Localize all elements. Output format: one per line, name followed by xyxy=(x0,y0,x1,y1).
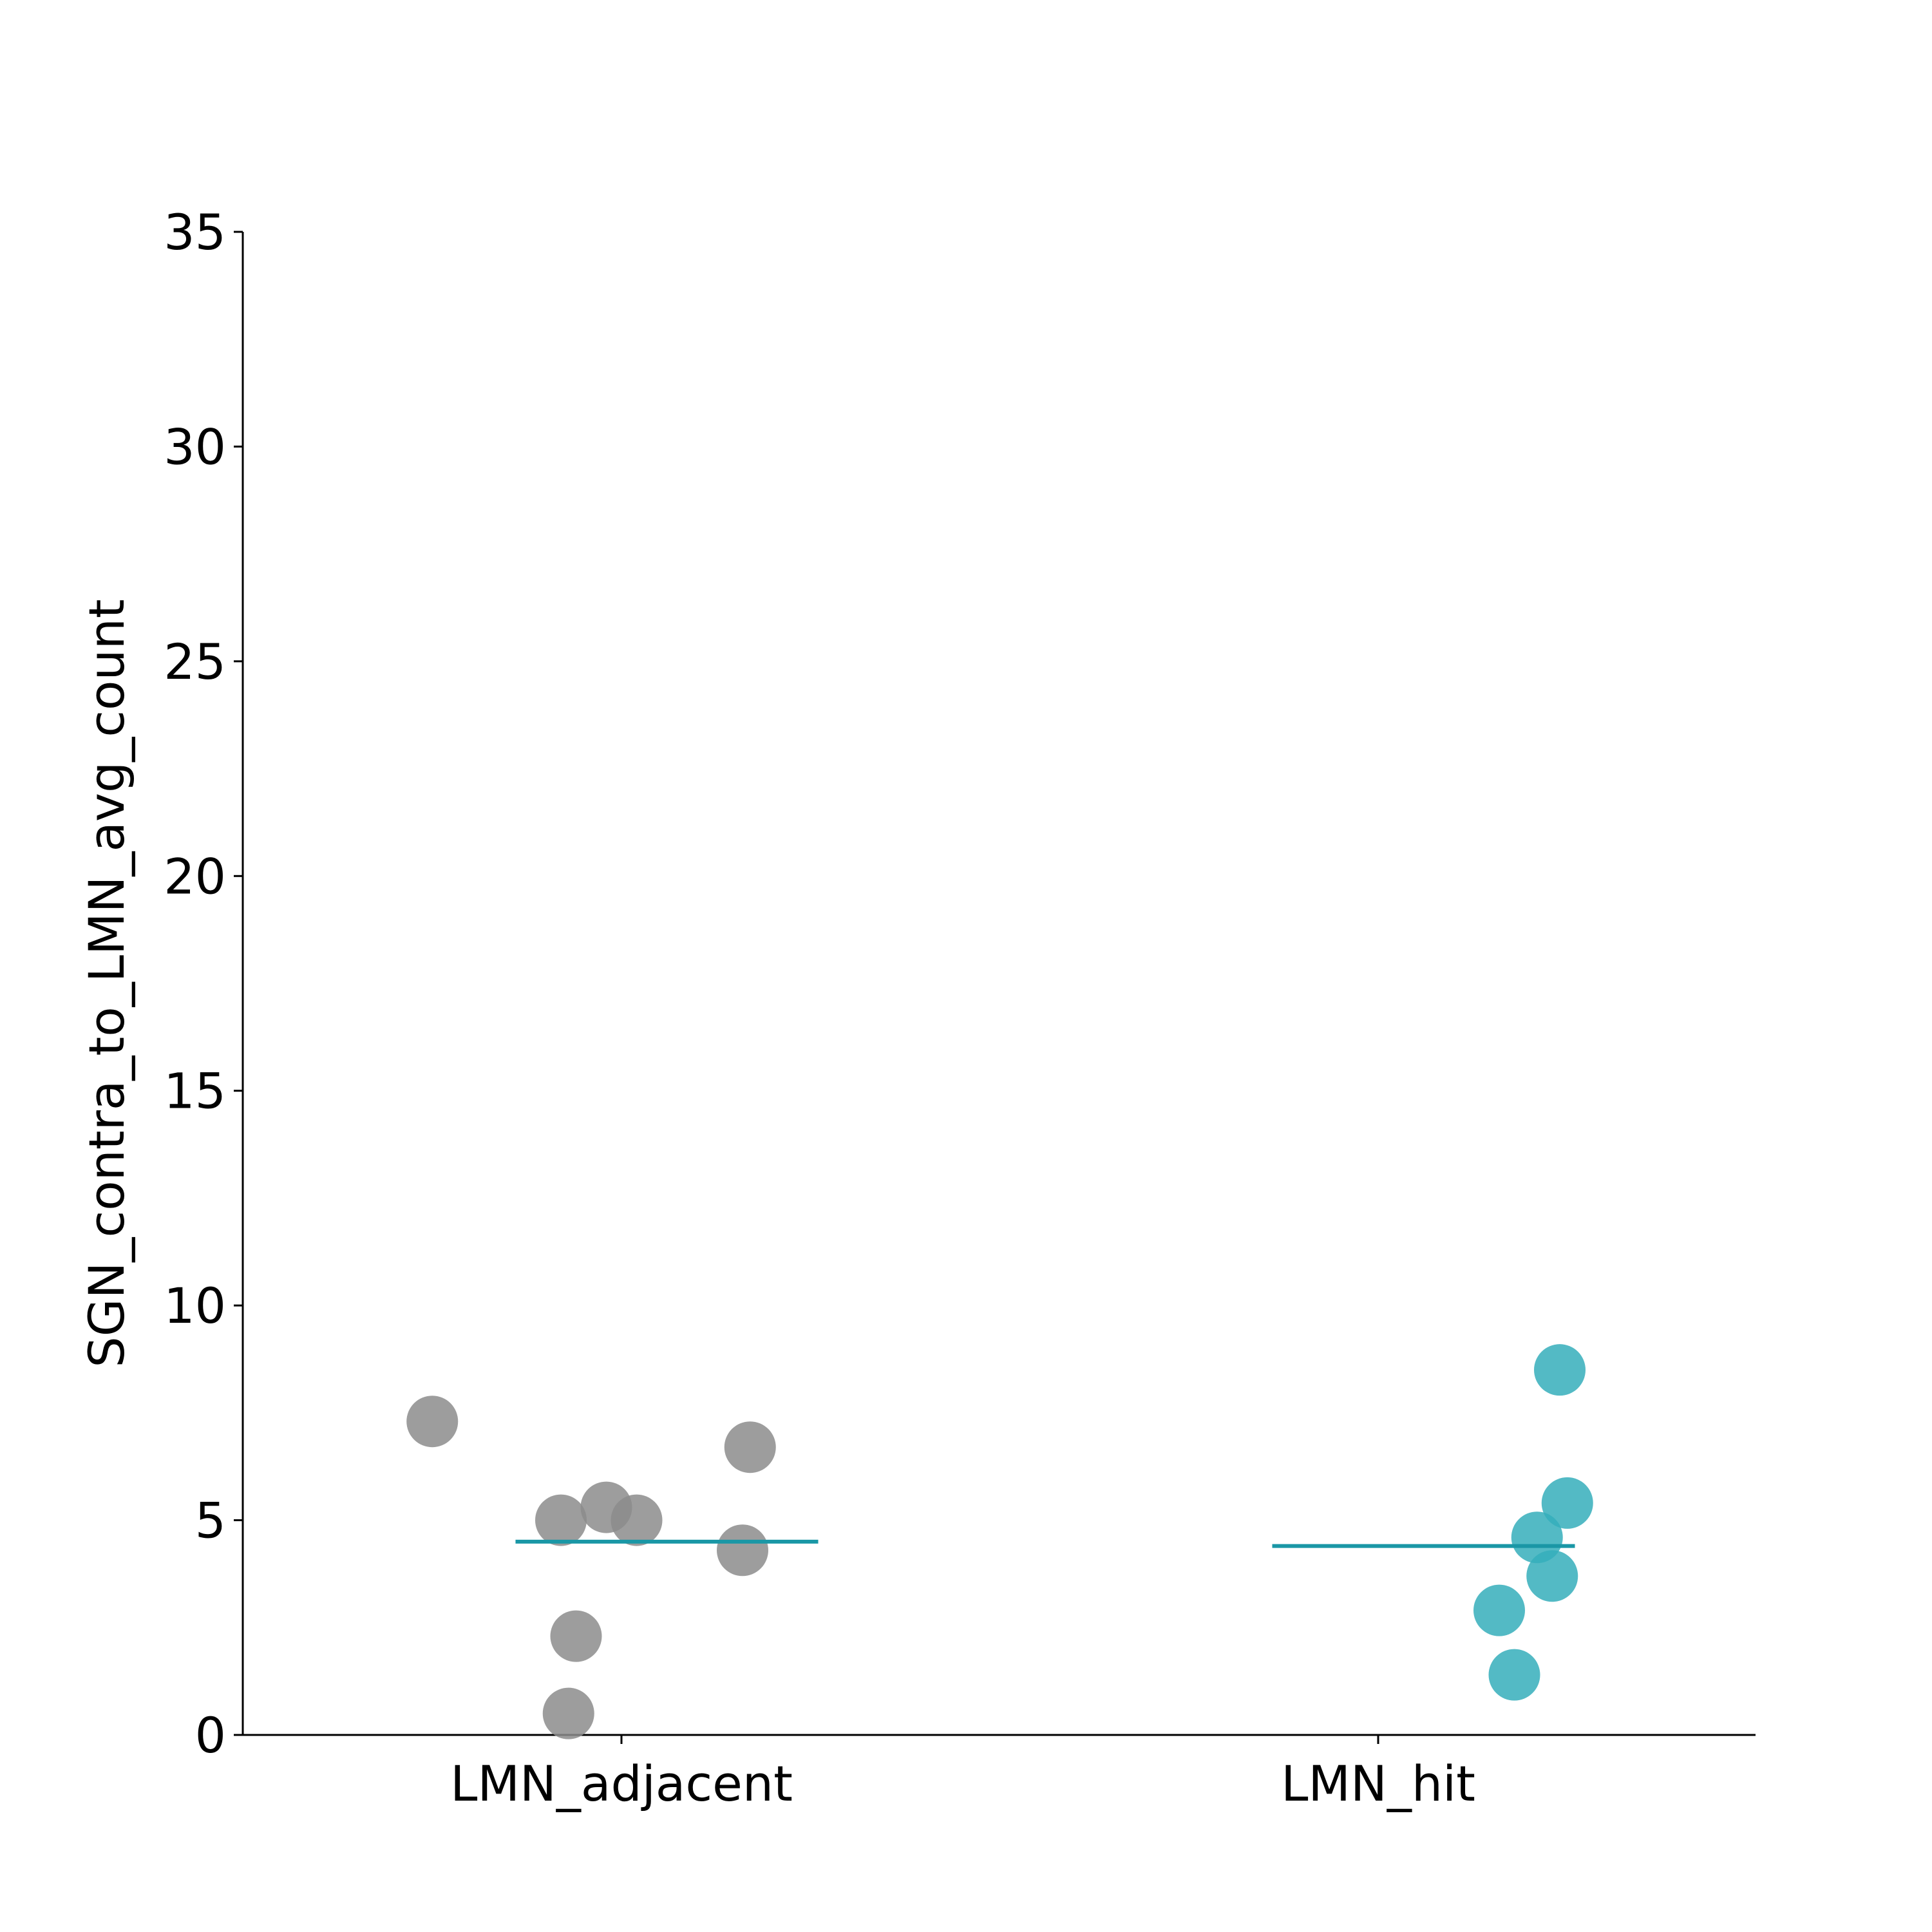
data-point xyxy=(550,1610,602,1662)
x-ticks: LMN_adjacent LMN_hit xyxy=(450,1735,1475,1812)
y-tick-label: 5 xyxy=(195,1492,226,1549)
x-tick-label: LMN_adjacent xyxy=(450,1755,793,1812)
data-points xyxy=(406,1344,1593,1739)
y-tick-label: 20 xyxy=(164,848,226,905)
y-tick-label: 10 xyxy=(164,1277,226,1334)
data-point xyxy=(406,1396,459,1448)
y-tick-label: 0 xyxy=(195,1707,226,1764)
data-point xyxy=(1488,1649,1540,1701)
data-point xyxy=(717,1524,768,1577)
data-point xyxy=(724,1421,776,1473)
y-tick-label: 30 xyxy=(164,418,226,475)
x-tick-label: LMN_hit xyxy=(1281,1755,1475,1812)
y-tick-label: 15 xyxy=(164,1063,226,1120)
data-point xyxy=(535,1494,587,1546)
mean-lines xyxy=(515,1539,1575,1548)
y-tick-label: 35 xyxy=(164,204,226,261)
data-point xyxy=(1473,1584,1525,1636)
data-point xyxy=(1534,1344,1586,1396)
axes xyxy=(242,232,1756,1736)
data-point xyxy=(542,1687,594,1739)
data-point xyxy=(1541,1477,1593,1529)
data-point xyxy=(1526,1550,1578,1602)
data-point xyxy=(611,1494,663,1546)
y-tick-label: 25 xyxy=(164,633,226,690)
data-point xyxy=(1511,1511,1563,1564)
y-axis-label: SGN_contra_to_LMN_avg_count xyxy=(78,599,135,1367)
y-ticks: 0 5 10 15 20 25 30 35 xyxy=(164,204,243,1764)
